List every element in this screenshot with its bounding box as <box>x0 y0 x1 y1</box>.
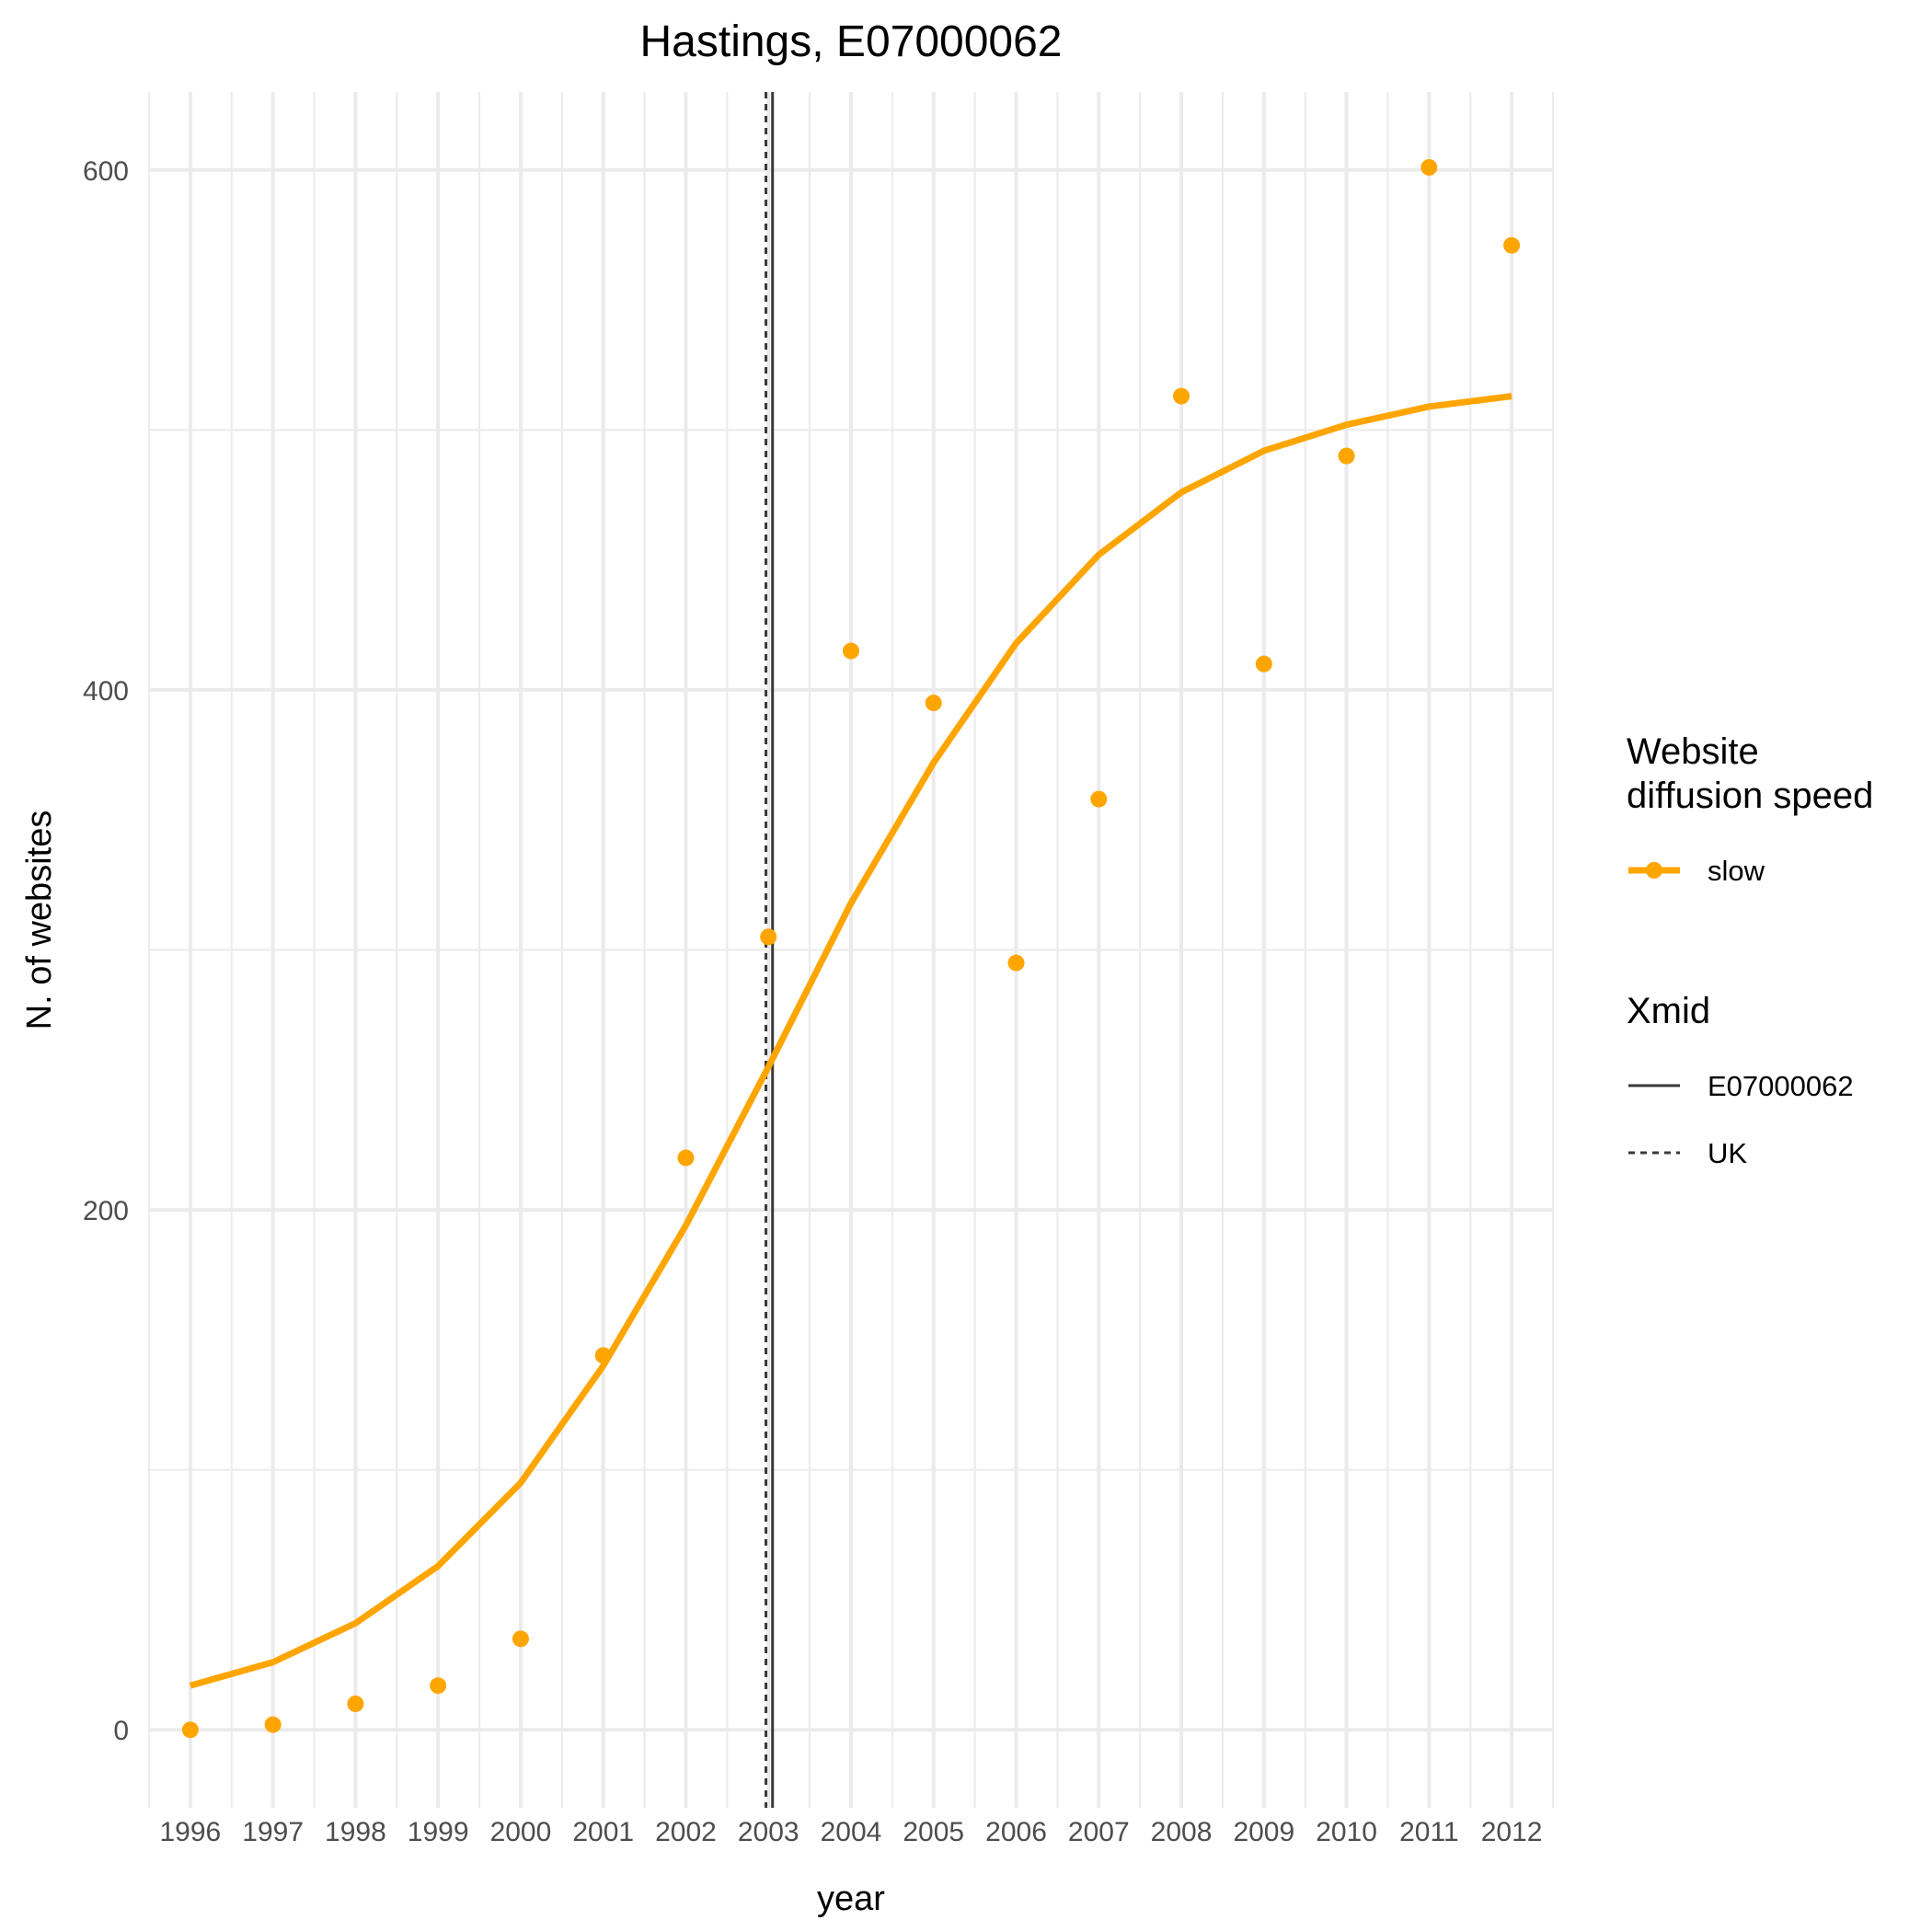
data-point <box>1420 159 1437 176</box>
y-axis-title: N. of websites <box>20 811 59 1030</box>
x-tick-label: 2009 <box>1233 1817 1294 1847</box>
data-point <box>926 695 942 711</box>
x-tick-label: 1999 <box>408 1817 469 1847</box>
data-point <box>677 1150 694 1167</box>
x-tick-label: 2000 <box>490 1817 552 1847</box>
data-point <box>843 643 859 660</box>
x-tick-label: 2012 <box>1481 1817 1543 1847</box>
x-tick-label: 2004 <box>821 1817 882 1847</box>
data-point <box>1008 955 1025 972</box>
x-tick-label: 2011 <box>1399 1817 1459 1847</box>
x-tick-label: 1996 <box>160 1817 222 1847</box>
data-point <box>512 1630 529 1647</box>
data-point <box>430 1677 446 1694</box>
y-tick-label: 200 <box>83 1196 129 1226</box>
legend-label-e07000062: E07000062 <box>1708 1070 1854 1102</box>
x-tick-label: 2002 <box>655 1817 717 1847</box>
plot-title: Hastings, E07000062 <box>640 17 1063 66</box>
legend-title-xmid: Xmid <box>1627 991 1710 1031</box>
data-point <box>760 928 776 945</box>
legend-label-slow: slow <box>1708 855 1765 887</box>
data-point <box>182 1721 199 1738</box>
data-point <box>265 1717 282 1733</box>
data-point <box>1256 656 1272 673</box>
x-tick-label: 2001 <box>572 1817 634 1847</box>
legend-title-speed: diffusion speed <box>1627 776 1873 816</box>
y-tick-label: 0 <box>113 1716 129 1746</box>
x-axis-title: year <box>817 1880 885 1918</box>
x-tick-label: 2007 <box>1068 1817 1130 1847</box>
y-tick-label: 400 <box>83 676 129 707</box>
legend-title-speed: Website <box>1627 731 1759 772</box>
legend-key-point-slow <box>1646 862 1662 879</box>
legend-label-uk: UK <box>1708 1137 1747 1169</box>
data-point <box>347 1696 363 1712</box>
data-point <box>1339 448 1355 465</box>
data-point <box>595 1347 612 1363</box>
x-tick-label: 2008 <box>1151 1817 1213 1847</box>
y-tick-label: 600 <box>83 156 129 187</box>
data-point <box>1173 388 1190 405</box>
x-tick-label: 2006 <box>985 1817 1047 1847</box>
x-tick-label: 1997 <box>242 1817 304 1847</box>
x-tick-label: 2005 <box>903 1817 964 1847</box>
x-tick-label: 2003 <box>738 1817 799 1847</box>
x-tick-label: 2010 <box>1316 1817 1377 1847</box>
x-tick-label: 1998 <box>325 1817 386 1847</box>
data-point <box>1503 237 1520 254</box>
data-point <box>1090 791 1107 808</box>
